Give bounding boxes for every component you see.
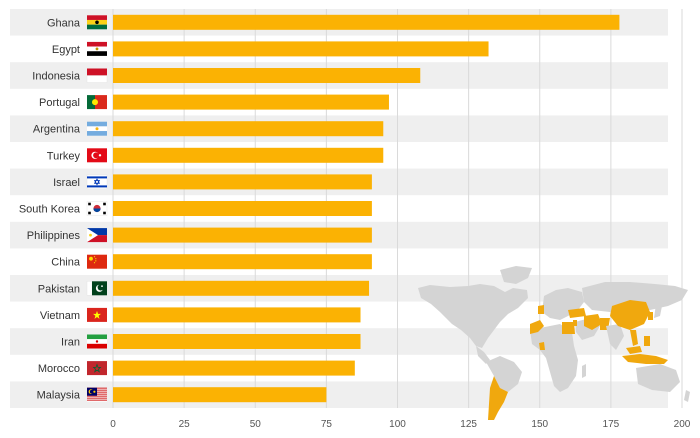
category-label-south-korea: South Korea [19,204,81,216]
bar-argentina [113,121,384,137]
category-label-china: China [51,257,81,269]
x-tick-label: 50 [250,419,262,430]
south-korea-flag-icon [86,201,108,216]
category-label-morocco: Morocco [38,363,80,375]
bar-south-korea [113,201,372,216]
vietnam-flag-icon [87,307,107,322]
egypt-flag-icon [87,41,107,56]
indonesia-flag-icon [86,68,108,83]
category-label-turkey: Turkey [47,150,81,162]
x-tick-label: 125 [460,419,477,430]
x-tick-label: 150 [531,419,548,430]
bar-iran [113,334,361,349]
x-tick-label: 175 [603,419,620,430]
bar-malaysia [113,387,327,403]
philippines-flag-icon [87,228,107,243]
category-label-vietnam: Vietnam [40,310,80,322]
bar-indonesia [113,68,421,83]
x-tick-label: 100 [389,419,406,430]
bar-morocco [113,360,355,376]
category-label-argentina: Argentina [33,124,81,136]
category-label-israel: Israel [53,177,80,189]
iran-flag-icon [87,334,107,349]
turkey-flag-icon [87,148,107,163]
category-label-malaysia: Malaysia [37,390,81,402]
bar-portugal [113,94,389,110]
bar-philippines [113,227,372,243]
portugal-flag-icon [87,95,107,110]
pakistan-flag-icon [86,281,107,296]
category-label-ghana: Ghana [47,17,81,29]
bar-egypt [113,41,489,57]
category-label-iran: Iran [61,337,80,349]
morocco-flag-icon [87,361,107,376]
bar-turkey [113,147,384,163]
x-tick-label: 25 [179,419,191,430]
bar-vietnam [113,307,361,323]
category-label-pakistan: Pakistan [38,283,80,295]
x-tick-label: 200 [674,419,691,430]
china-flag-icon [87,254,107,269]
ghana-flag-icon [87,15,107,30]
category-label-philippines: Philippines [27,230,81,242]
bar-china [113,254,372,270]
malaysia-flag-icon [87,387,107,402]
x-tick-label: 0 [110,419,116,430]
bar-pakistan [113,280,370,296]
category-label-portugal: Portugal [39,97,80,109]
category-label-indonesia: Indonesia [32,71,81,83]
x-tick-label: 75 [321,419,333,430]
bar-ghana [113,14,620,30]
bar-israel [113,174,372,190]
category-label-egypt: Egypt [52,44,80,56]
world-map-icon [418,266,690,420]
argentina-flag-icon [87,121,107,136]
israel-flag-icon [86,174,108,190]
